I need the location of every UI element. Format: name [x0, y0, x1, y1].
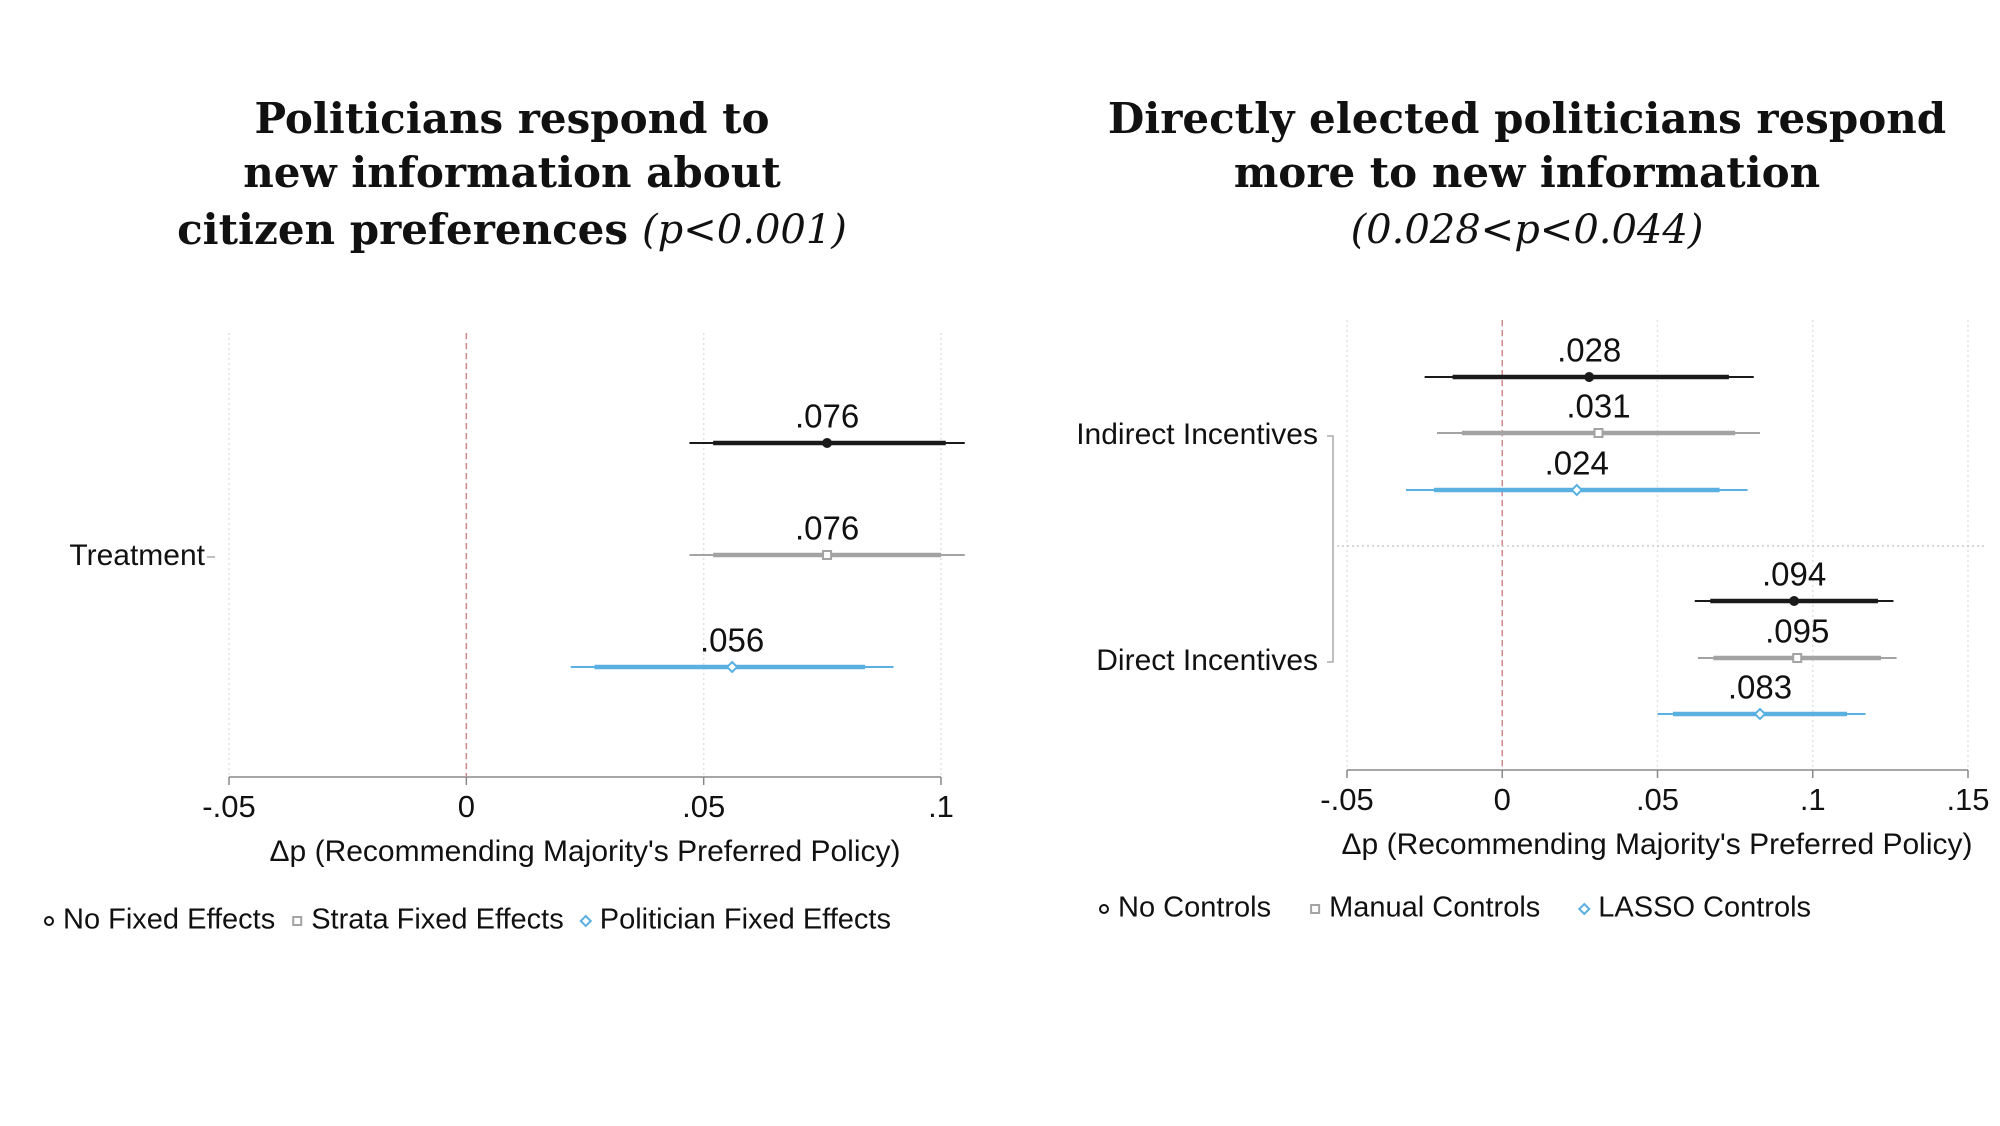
- title-note: (p<0.001): [642, 207, 847, 253]
- value-label: .028: [1557, 332, 1621, 369]
- value-label: .094: [1762, 556, 1826, 593]
- chart-title: Politicians respond to: [254, 94, 769, 143]
- x-tick-label: 0: [458, 789, 475, 824]
- value-label: .083: [1728, 669, 1792, 706]
- legend-marker: [1577, 902, 1591, 916]
- x-tick-label: .05: [682, 789, 725, 824]
- legend-marker: [1310, 904, 1321, 914]
- x-tick-label: .1: [1800, 782, 1826, 817]
- title-line: Directly elected politicians respond: [1108, 94, 1946, 143]
- legend-label: No Controls: [1118, 892, 1271, 924]
- point-marker: [1753, 707, 1767, 721]
- chart-title: citizen preferences (p<0.001): [177, 205, 847, 254]
- title-note: (0.028<p<0.044): [1351, 207, 1704, 253]
- group-bracket: [1327, 435, 1334, 663]
- title-line: Politicians respond to: [254, 94, 769, 143]
- x-tick-label: .05: [1636, 782, 1679, 817]
- legend-marker: [292, 916, 303, 926]
- legend-marker: [579, 914, 593, 928]
- point-marker: [1593, 428, 1604, 438]
- legend-label: Strata Fixed Effects: [311, 904, 564, 936]
- point-marker: [822, 438, 833, 448]
- value-label: .056: [700, 622, 764, 659]
- title-line: new information about: [243, 148, 781, 197]
- x-axis-title: Δp (Recommending Majority's Preferred Po…: [270, 835, 901, 868]
- value-label: .024: [1545, 445, 1609, 482]
- value-label: .031: [1566, 388, 1630, 425]
- category-label: Treatment: [69, 539, 205, 572]
- x-axis-title: Δp (Recommending Majority's Preferred Po…: [1342, 828, 1973, 861]
- point-marker: [1789, 596, 1800, 606]
- x-tick-label: .15: [1946, 782, 1989, 817]
- chart-title: new information about: [243, 148, 781, 197]
- point-marker: [822, 550, 833, 560]
- legend-label: Manual Controls: [1329, 892, 1540, 924]
- point-marker: [1584, 372, 1595, 382]
- point-marker: [1792, 653, 1803, 663]
- x-tick-label: -.05: [1320, 782, 1373, 817]
- category-label: Indirect Incentives: [1076, 418, 1318, 451]
- legend-label: LASSO Controls: [1598, 892, 1811, 924]
- x-tick-label: -.05: [202, 789, 255, 824]
- value-label: .076: [795, 398, 859, 435]
- legend-label: Politician Fixed Effects: [600, 904, 891, 936]
- value-label: .076: [795, 510, 859, 547]
- category-label: Direct Incentives: [1096, 644, 1318, 677]
- chart-title: Directly elected politicians respond: [1108, 94, 1946, 143]
- legend-label: No Fixed Effects: [63, 904, 275, 936]
- point-marker: [725, 660, 739, 674]
- value-label: .095: [1765, 613, 1829, 650]
- point-marker: [1570, 483, 1584, 497]
- legend-marker: [44, 916, 54, 926]
- title-line: more to new information: [1234, 148, 1820, 197]
- chart-title: more to new information: [1234, 148, 1820, 197]
- legend-marker: [1099, 904, 1109, 914]
- x-tick-label: .1: [928, 789, 954, 824]
- x-tick-label: 0: [1494, 782, 1511, 817]
- title-line: citizen preferences: [177, 205, 628, 254]
